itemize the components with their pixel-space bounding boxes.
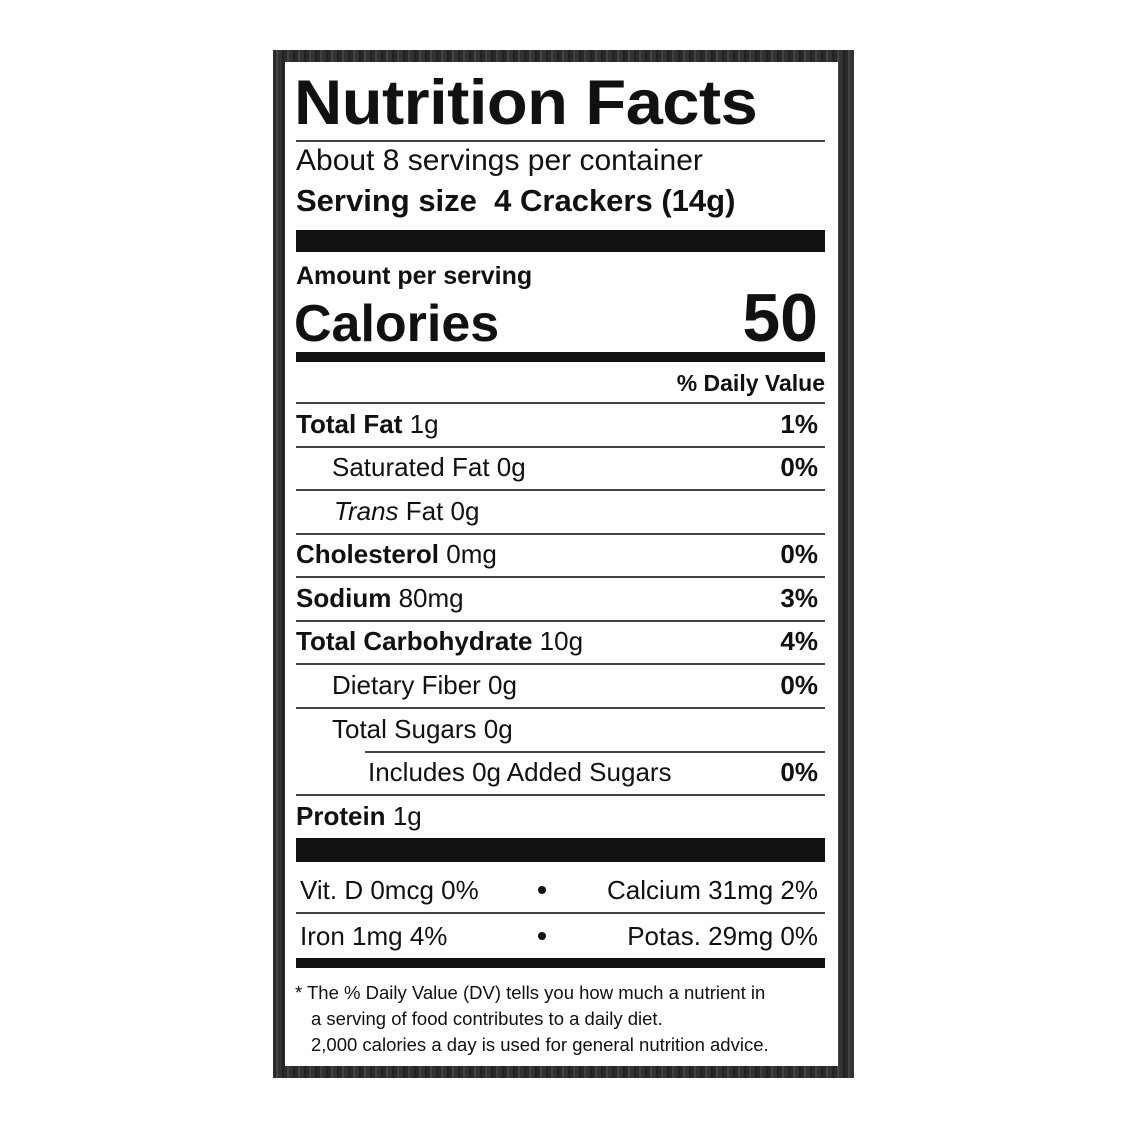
row: Total Carbohydrate 10g xyxy=(296,628,583,654)
nutrient: Fat 0g xyxy=(405,496,480,526)
row: Protein 1g xyxy=(296,803,422,829)
serving-size-label: Serving size xyxy=(296,183,477,218)
divider xyxy=(296,912,825,914)
row: Trans Fat 0g xyxy=(334,498,479,524)
amount: 0mg xyxy=(446,539,497,569)
label-panel: Nutrition Facts About 8 servings per con… xyxy=(285,62,838,1066)
nutrient: Cholesterol xyxy=(296,539,440,569)
nutrient: Total Fat xyxy=(296,409,403,439)
micronutrient: Potas. 29mg 0% xyxy=(627,921,818,951)
divider xyxy=(296,533,825,535)
micronutrient: Iron 1mg 4% xyxy=(300,921,448,951)
row: Cholesterol 0mg xyxy=(296,541,497,567)
row: Total Fat 1g xyxy=(296,411,439,437)
divider xyxy=(296,794,825,796)
divider xyxy=(296,489,825,491)
nutrient: Sodium xyxy=(296,583,392,613)
micronutrient: Vit. D 0mcg 0% xyxy=(300,875,479,905)
dv: 1% xyxy=(780,409,818,439)
row: Dietary Fiber 0g xyxy=(332,670,517,700)
label-frame: Nutrition Facts About 8 servings per con… xyxy=(273,50,854,1078)
dv: 0% xyxy=(780,452,818,482)
daily-value-header: % Daily Value xyxy=(676,370,825,396)
nutrient: Protein xyxy=(296,801,386,831)
footnote: * The % Daily Value (DV) tells you how m… xyxy=(295,982,766,1003)
medium-bar xyxy=(296,352,825,362)
dv: 4% xyxy=(780,626,818,656)
calories-label: Calories xyxy=(294,295,500,353)
serving-size-value: 4 Crackers (14g) xyxy=(494,183,736,218)
row: Includes 0g Added Sugars xyxy=(368,757,672,787)
thick-bar xyxy=(296,838,825,862)
divider xyxy=(296,446,825,448)
dv: 3% xyxy=(780,583,818,613)
divider xyxy=(365,751,825,753)
divider xyxy=(296,620,825,622)
micronutrient: Calcium 31mg 2% xyxy=(607,875,818,905)
divider xyxy=(296,663,825,665)
row: Total Sugars 0g xyxy=(332,714,513,744)
bullet xyxy=(538,886,546,894)
divider xyxy=(296,402,825,404)
footnote: 2,000 calories a day is used for general… xyxy=(311,1034,769,1055)
row: Sodium 80mg xyxy=(296,585,464,611)
amount: 1g xyxy=(392,801,422,831)
amount: 80mg xyxy=(398,583,464,613)
servings: About 8 servings per container xyxy=(296,144,703,177)
divider xyxy=(296,140,825,142)
amount: 1g xyxy=(409,409,439,439)
divider xyxy=(296,707,825,709)
thick-bar xyxy=(296,230,825,252)
calories-value: 50 xyxy=(742,280,818,356)
divider xyxy=(296,576,825,578)
dv: 0% xyxy=(780,670,818,700)
footnote: a serving of food contributes to a daily… xyxy=(311,1008,663,1029)
row: Saturated Fat 0g xyxy=(332,452,526,482)
nutrient-italic: Trans xyxy=(334,496,399,526)
amount: 10g xyxy=(539,626,584,656)
bullet xyxy=(538,932,546,940)
amount-per-serving: Amount per serving xyxy=(296,262,533,290)
medium-bar xyxy=(296,958,825,968)
dv: 0% xyxy=(780,539,818,569)
dv: 0% xyxy=(780,757,818,787)
serving-size: Serving size 4 Crackers (14g) xyxy=(296,185,735,216)
title: Nutrition Facts xyxy=(294,68,758,138)
nutrient: Total Carbohydrate xyxy=(296,626,533,656)
